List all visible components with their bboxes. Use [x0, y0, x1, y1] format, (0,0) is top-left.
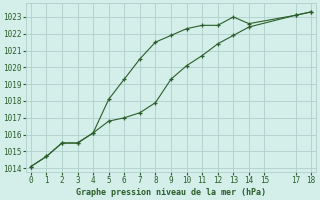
X-axis label: Graphe pression niveau de la mer (hPa): Graphe pression niveau de la mer (hPa)	[76, 188, 266, 197]
